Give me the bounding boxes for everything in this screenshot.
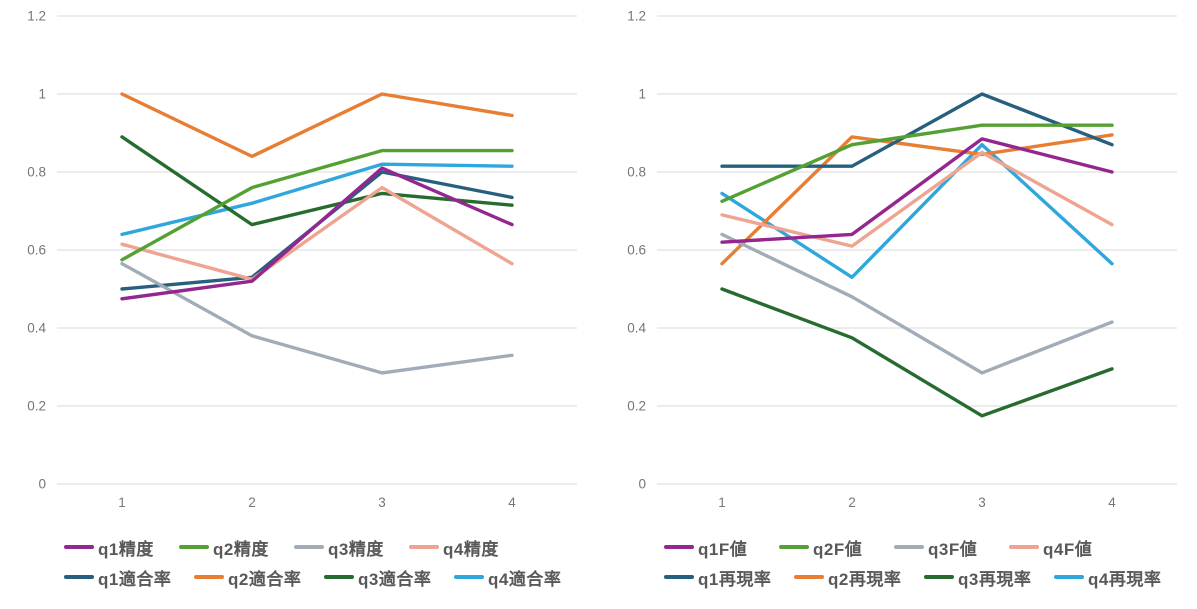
series-line-q3適合率 [120, 135, 514, 227]
legend-label: q4F値 [1043, 539, 1093, 559]
y-axis-tick-label: 0.4 [627, 321, 646, 336]
legend-line-swatch [194, 574, 224, 580]
legend-label: q4精度 [443, 539, 499, 559]
legend-line-swatch [779, 544, 809, 550]
legend-item-q2再現率: q2再現率 [794, 565, 924, 590]
legend-line-swatch [1009, 544, 1039, 550]
legend-line-swatch [894, 544, 924, 550]
legend-label: q1適合率 [98, 569, 172, 589]
x-axis-tick-label: 3 [378, 495, 386, 510]
legend-item-q1適合率: q1適合率 [64, 565, 194, 590]
legend-item-q2適合率: q2適合率 [194, 565, 324, 590]
series-line-q4再現率 [720, 142, 1114, 279]
legend-item-q4再現率: q4再現率 [1054, 565, 1184, 590]
legend-label: q2適合率 [228, 569, 302, 589]
legend-line-swatch [454, 574, 484, 580]
y-axis-tick-label: 0.6 [27, 243, 46, 258]
series-line-q4精度 [120, 185, 514, 281]
legend-line-swatch [179, 544, 209, 550]
legend-item-q2精度: q2精度 [179, 535, 294, 560]
legend-line-swatch [64, 544, 94, 550]
legend-label: q4適合率 [488, 569, 562, 589]
x-axis-tick-label: 3 [978, 495, 986, 510]
line-chart-canvas: 0 0.2 0.4 0.6 0.8 1 1.2 1 2 3 4 [27, 9, 577, 510]
series-line-q1再現率 [720, 92, 1114, 168]
legend-label: q2F値 [813, 539, 863, 559]
y-axis-tick-label: 0.2 [627, 399, 646, 414]
y-axis-tick-label: 1.2 [27, 9, 46, 24]
y-axis-tick-label: 0.8 [27, 165, 46, 180]
legend-line-swatch [664, 574, 694, 580]
x-axis-tick-label: 2 [848, 495, 856, 510]
legend-row: q1F値 q2F値 q3F値 q4F値 [600, 532, 1197, 562]
legend-line-swatch [324, 574, 354, 580]
x-axis-tick-label: 4 [508, 495, 516, 510]
legend-label: q3F値 [928, 539, 978, 559]
legend-item-q4適合率: q4適合率 [454, 565, 584, 590]
legend-label: q1再現率 [698, 569, 772, 589]
line-chart-canvas: 0 0.2 0.4 0.6 0.8 1 1.2 1 2 3 4 [627, 9, 1177, 510]
legend-item-q3適合率: q3適合率 [324, 565, 454, 590]
legend-item-q4F値: q4F値 [1009, 535, 1124, 560]
series-line-q2適合率 [120, 92, 514, 159]
legend-line-swatch [294, 544, 324, 550]
legend-line-swatch [64, 574, 94, 580]
legend-label: q3再現率 [958, 569, 1032, 589]
series-line-q1F値 [720, 137, 1114, 244]
legend-label: q3適合率 [358, 569, 432, 589]
legend-row: q1再現率 q2再現率 q3再現率 q4再現率 [600, 562, 1197, 592]
legend-line-swatch [924, 574, 954, 580]
y-axis-tick-label: 0.6 [627, 243, 646, 258]
legend-label: q2精度 [213, 539, 269, 559]
x-axis-tick-label: 4 [1108, 495, 1116, 510]
series-line-q3精度 [120, 262, 514, 375]
legend-item-q3再現率: q3再現率 [924, 565, 1054, 590]
y-axis-tick-label: 1 [38, 87, 46, 102]
series-line-q2精度 [120, 148, 514, 262]
y-axis-tick-label: 0.4 [27, 321, 46, 336]
legend-row: q1適合率 q2適合率 q3適合率 q4適合率 [0, 562, 597, 592]
chart-legend: q1F値 q2F値 q3F値 q4F値 q1再現率 q2再現率 q3再現率 q4再現率 [600, 532, 1197, 592]
chart-fvalue-recall: 0 0.2 0.4 0.6 0.8 1 1.2 1 2 3 4 q1F値 q2F値 q3F値 q4F値 q1… [600, 0, 1197, 609]
legend-line-swatch [794, 574, 824, 580]
y-axis-tick-label: 0 [638, 477, 646, 492]
series-line-q2F値 [720, 123, 1114, 204]
series-line-q3F値 [720, 232, 1114, 375]
legend-label: q1F値 [698, 539, 748, 559]
legend-item-q3F値: q3F値 [894, 535, 1009, 560]
series-line-q2再現率 [720, 133, 1114, 266]
series-line-q3再現率 [720, 287, 1114, 418]
legend-item-q2F値: q2F値 [779, 535, 894, 560]
series-line-q1精度 [120, 166, 514, 301]
legend-item-q1精度: q1精度 [64, 535, 179, 560]
legend-label: q2再現率 [828, 569, 902, 589]
x-axis-tick-label: 2 [248, 495, 256, 510]
legend-label: q1精度 [98, 539, 154, 559]
legend-label: q3精度 [328, 539, 384, 559]
series-line-q4F値 [720, 150, 1114, 248]
legend-item-q4精度: q4精度 [409, 535, 524, 560]
x-axis-tick-label: 1 [718, 495, 726, 510]
y-axis-tick-label: 0.2 [27, 399, 46, 414]
y-axis-tick-label: 1 [638, 87, 646, 102]
legend-label: q4再現率 [1088, 569, 1162, 589]
legend-line-swatch [409, 544, 439, 550]
series-line-q4適合率 [120, 162, 514, 237]
legend-row: q1精度 q2精度 q3精度 q4精度 [0, 532, 597, 562]
x-axis-tick-label: 1 [118, 495, 126, 510]
legend-item-q1F値: q1F値 [664, 535, 779, 560]
chart-precision-goukritsu: 0 0.2 0.4 0.6 0.8 1 1.2 1 2 3 4 q1精度 q2精度 q3精度 q4精度 q1… [0, 0, 597, 609]
legend-line-swatch [664, 544, 694, 550]
y-axis-tick-label: 0 [38, 477, 46, 492]
legend-item-q3精度: q3精度 [294, 535, 409, 560]
legend-item-q1再現率: q1再現率 [664, 565, 794, 590]
y-axis-tick-label: 0.8 [627, 165, 646, 180]
chart-legend: q1精度 q2精度 q3精度 q4精度 q1適合率 q2適合率 q3適合率 q4適合率 [0, 532, 597, 592]
legend-line-swatch [1054, 574, 1084, 580]
y-axis-tick-label: 1.2 [627, 9, 646, 24]
